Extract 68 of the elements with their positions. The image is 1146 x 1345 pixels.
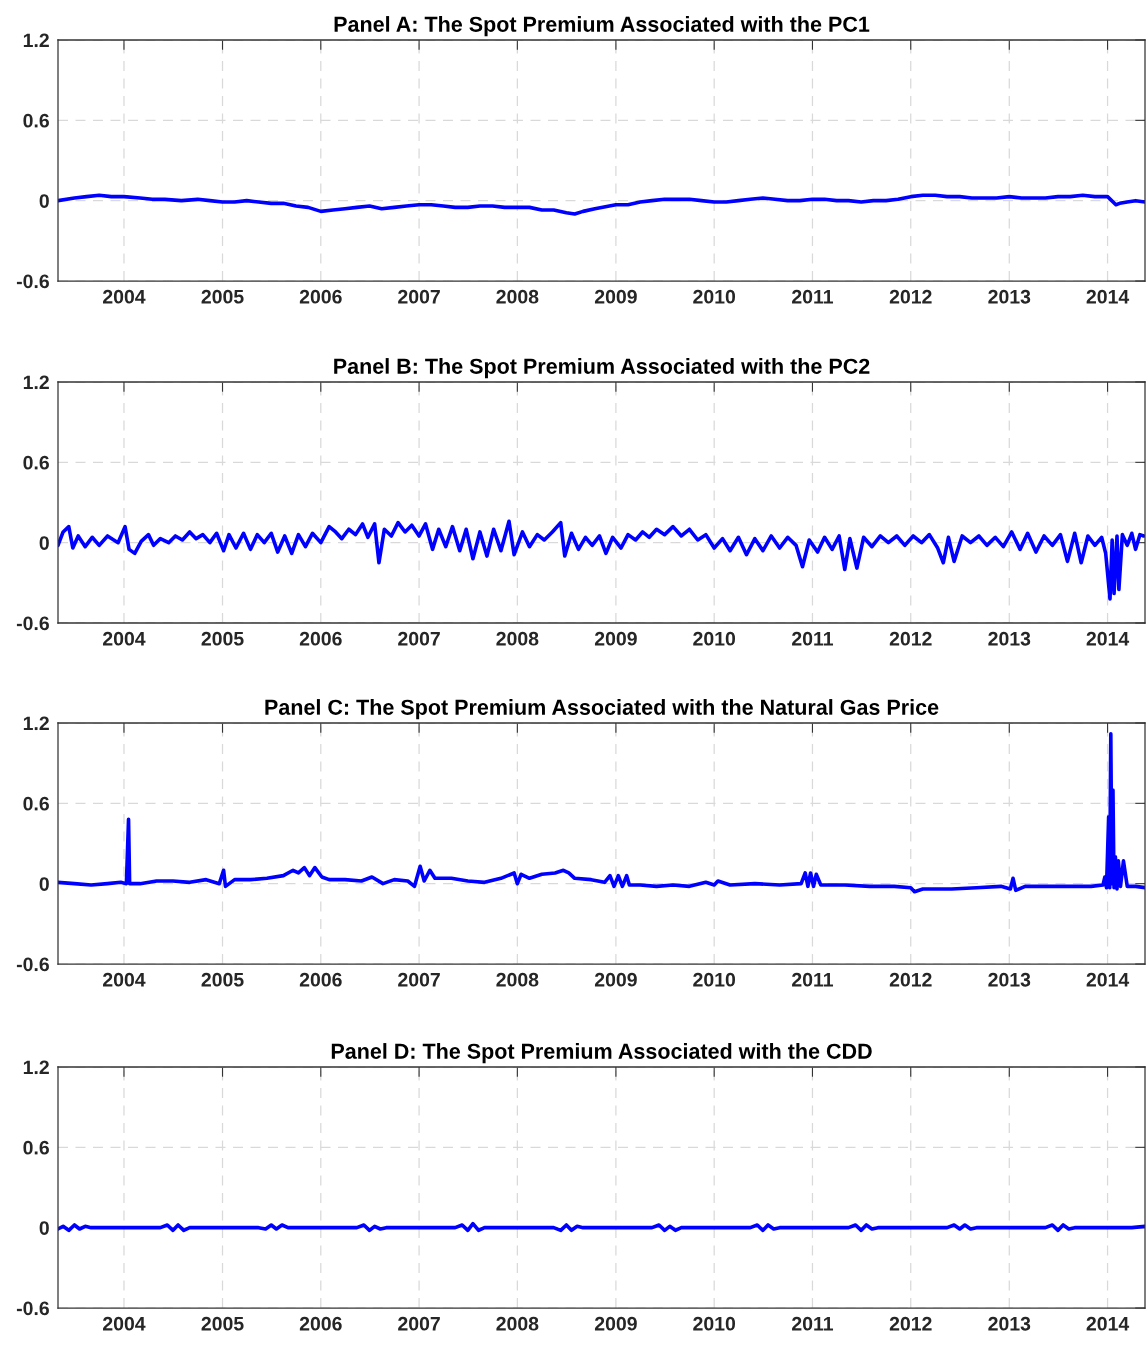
x-tick-label: 2009: [594, 972, 637, 987]
x-tick-label: 2007: [398, 631, 440, 646]
x-tick-label: 2010: [693, 289, 736, 304]
x-tick-label: 2012: [889, 631, 932, 646]
y-tick-label: 0: [39, 194, 49, 208]
y-tick-label: 0.6: [23, 113, 49, 128]
x-tick-label: 2006: [299, 972, 342, 987]
x-tick-label: 2005: [201, 631, 244, 646]
x-tick-label: 2014: [1086, 631, 1130, 646]
y-tick-label: 0.6: [23, 455, 49, 470]
y-tick-label: 1.2: [23, 33, 49, 48]
x-tick-label: 2008: [496, 289, 539, 304]
x-tick-label: 2006: [299, 1316, 342, 1331]
y-tick-label: 0.6: [23, 1140, 49, 1155]
x-tick-label: 2014: [1086, 289, 1130, 304]
x-tick-label: 2005: [201, 1316, 244, 1331]
x-tick-label: 2013: [988, 972, 1031, 987]
x-tick-label: 2006: [299, 631, 342, 646]
x-tick-label: 2012: [889, 972, 932, 987]
y-tick-label: -0.6: [16, 1301, 49, 1316]
y-tick-label: 0: [39, 877, 49, 891]
x-tick-label: 2005: [201, 972, 244, 987]
y-tick-label: -0.6: [16, 616, 49, 631]
chart-title: Panel C: The Spot Premium Associated with the Natural Gas Price: [265, 699, 939, 720]
x-tick-label: 2013: [988, 1316, 1031, 1331]
x-tick-label: 2010: [693, 631, 736, 646]
x-tick-label: 2004: [103, 972, 146, 987]
line-series: [58, 193, 1145, 216]
x-tick-label: 2009: [594, 631, 637, 646]
x-tick-label: 2011: [792, 289, 834, 304]
x-tick-label: 2007: [398, 289, 440, 304]
line-series: [58, 1221, 1145, 1233]
x-tick-label: 2011: [792, 631, 834, 646]
y-tick-label: 1.2: [23, 375, 49, 390]
y-tick-label: 1.2: [23, 716, 49, 731]
x-tick-label: 2012: [889, 289, 932, 304]
x-tick-label: 2011: [792, 1316, 834, 1331]
x-tick-label: 2007: [398, 972, 440, 987]
y-tick-label: 0: [39, 536, 49, 550]
x-tick-label: 2006: [299, 289, 342, 304]
chart-title: Panel B: The Spot Premium Associated with the PC2: [334, 358, 870, 379]
x-tick-label: 2014: [1086, 1316, 1130, 1331]
chart-title: Panel A: The Spot Premium Associated with the PC1: [334, 16, 870, 37]
x-tick-label: 2008: [496, 972, 539, 987]
x-tick-label: 2013: [988, 631, 1031, 646]
x-tick-label: 2004: [103, 1316, 146, 1331]
x-tick-label: 2009: [594, 1316, 637, 1331]
y-tick-label: -0.6: [16, 957, 49, 972]
x-tick-label: 2011: [792, 972, 834, 987]
x-tick-label: 2005: [201, 289, 244, 304]
line-series: [58, 519, 1145, 601]
x-tick-label: 2010: [693, 1316, 736, 1331]
x-tick-label: 2010: [693, 972, 736, 987]
x-tick-label: 2012: [889, 1316, 932, 1331]
x-tick-label: 2009: [594, 289, 637, 304]
y-tick-label: 0.6: [23, 796, 49, 811]
x-tick-label: 2008: [496, 1316, 539, 1331]
y-tick-label: 0: [39, 1221, 49, 1235]
y-tick-label: 1.2: [23, 1060, 49, 1075]
x-tick-label: 2004: [103, 631, 146, 646]
x-tick-label: 2014: [1086, 972, 1130, 987]
x-tick-label: 2013: [988, 289, 1031, 304]
x-tick-label: 2007: [398, 1316, 440, 1331]
line-series: [58, 731, 1145, 894]
x-tick-label: 2008: [496, 631, 539, 646]
y-tick-label: -0.6: [16, 274, 49, 289]
chart-title: Panel D: The Spot Premium Associated with the CDD: [331, 1043, 872, 1064]
x-tick-label: 2004: [103, 289, 146, 304]
